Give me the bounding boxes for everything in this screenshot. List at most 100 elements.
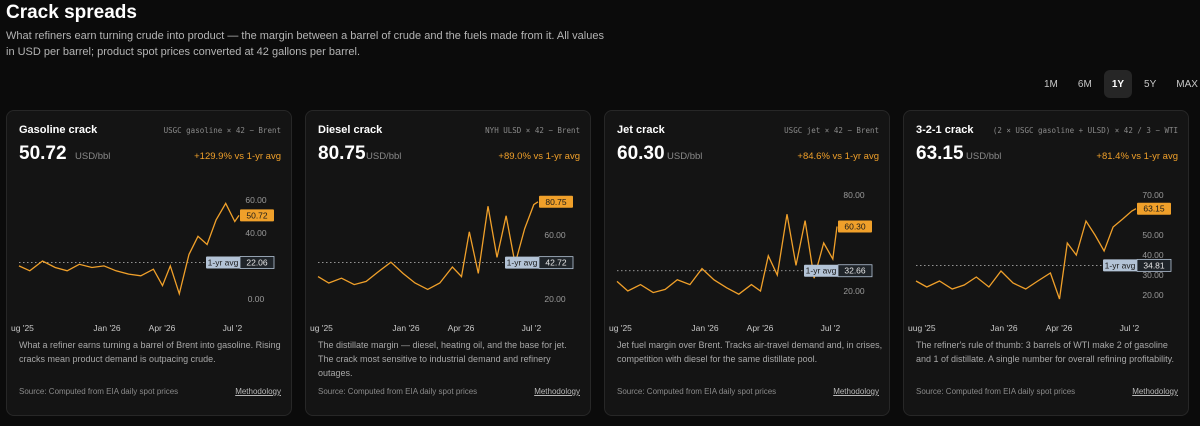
average-tag: 1-yr avg 42.72 — [505, 256, 574, 270]
card-unit: USD/bbl — [75, 151, 111, 162]
x-tick-label: Jul '2 — [223, 323, 243, 333]
card-title: Diesel crack — [318, 124, 383, 136]
line-chart: 20.00 80.00 ug '25 Jan '26 Apr '26 Jul '2 1-y… — [609, 190, 873, 333]
card-value: 60.30 — [617, 143, 665, 164]
card-description: The distillate margin — diesel, heating … — [318, 340, 567, 378]
y-tick-label: 40.00 — [1142, 250, 1164, 260]
x-tick-label: uug '25 — [908, 323, 936, 333]
card-formula: NYH ULSD × 42 − Brent — [485, 126, 580, 135]
card-source: Source: Computed from EIA daily spot pri… — [916, 387, 1076, 396]
series-line — [915, 208, 1137, 300]
card-unit: USD/bbl — [366, 151, 402, 162]
x-tick-label: Jul '2 — [1120, 323, 1140, 333]
line-chart: 20.00 30.00 40.00 50.00 70.00 uug '25 Jan '26 A… — [908, 190, 1172, 333]
current-value-label: 50.72 — [246, 210, 268, 220]
y-tick-label: 50.00 — [1142, 230, 1164, 240]
average-tag-value: 22.06 — [246, 258, 268, 268]
y-tick-label: 30.00 — [1142, 270, 1164, 280]
card-change: +129.9% vs 1-yr avg — [194, 151, 281, 162]
range-selector: 1M 6M 1Y 5Y MAX — [1036, 70, 1200, 98]
card-diesel-crack: Diesel crack NYH ULSD × 42 − Brent 80.75… — [305, 110, 591, 416]
current-value-tag: 80.75 — [539, 195, 573, 208]
y-tick-label: 60.00 — [245, 195, 267, 205]
y-tick-label: 20.00 — [544, 294, 566, 304]
card-title: Gasoline crack — [19, 124, 98, 136]
page-title: Crack spreads — [6, 2, 137, 23]
current-value-tag: 60.30 — [838, 220, 872, 233]
current-value-label: 60.30 — [844, 222, 866, 232]
methodology-link[interactable]: Methodology — [1132, 387, 1178, 396]
x-tick-label: Jan '26 — [93, 323, 120, 333]
card-title: Jet crack — [617, 124, 665, 136]
x-tick-label: Apr '26 — [1046, 323, 1073, 333]
x-tick-label: Jan '26 — [392, 323, 419, 333]
range-6m-button[interactable]: 6M — [1070, 70, 1100, 98]
y-tick-label: 40.00 — [245, 228, 267, 238]
average-tag: 1-yr avg 22.06 — [206, 256, 275, 269]
card-value: 80.75 — [318, 143, 366, 164]
average-tag-label: 1-yr avg — [208, 258, 239, 268]
card-description: Jet fuel margin over Brent. Tracks air-t… — [617, 340, 883, 364]
x-tick-label: Jul '2 — [821, 323, 841, 333]
average-tag-value: 42.72 — [545, 258, 567, 268]
card-321-crack: 3-2-1 crack (2 × USGC gasoline + ULSD) ×… — [903, 110, 1189, 416]
card-source: Source: Computed from EIA daily spot pri… — [617, 387, 777, 396]
y-tick-label: 80.00 — [843, 190, 865, 200]
range-max-button[interactable]: MAX — [1168, 70, 1200, 98]
y-tick-label: 60.00 — [544, 230, 566, 240]
card-value: 50.72 — [19, 143, 67, 164]
average-tag-value: 34.81 — [1143, 260, 1165, 270]
x-tick-label: Apr '26 — [448, 323, 475, 333]
current-value-tag: 50.72 — [240, 209, 274, 222]
card-description: The refiner's rule of thumb: 3 barrels o… — [916, 340, 1174, 364]
card-description: What a refiner earns turning a barrel of… — [19, 340, 281, 364]
y-tick-label: 0.00 — [248, 294, 265, 304]
range-1m-button[interactable]: 1M — [1036, 70, 1066, 98]
average-tag-label: 1-yr avg — [806, 266, 837, 276]
card-change: +81.4% vs 1-yr avg — [1096, 151, 1178, 162]
x-tick-label: ug '25 — [310, 323, 333, 333]
card-change: +89.0% vs 1-yr avg — [498, 151, 580, 162]
line-chart: 20.00 60.00 ug '25 Jan '26 Apr '26 Jul '2 1-y… — [310, 195, 574, 333]
series-line — [18, 202, 240, 297]
average-tag: 1-yr avg 32.66 — [804, 264, 873, 278]
x-tick-label: ug '25 — [609, 323, 632, 333]
card-source: Source: Computed from EIA daily spot pri… — [19, 387, 179, 396]
current-value-label: 80.75 — [545, 197, 567, 207]
card-change: +84.6% vs 1-yr avg — [797, 151, 879, 162]
x-tick-label: Jul '2 — [522, 323, 542, 333]
methodology-link[interactable]: Methodology — [534, 387, 580, 396]
average-tag-label: 1-yr avg — [1105, 260, 1136, 270]
card-formula: USGC gasoline × 42 − Brent — [163, 126, 281, 135]
card-formula: USGC jet × 42 − Brent — [784, 126, 879, 135]
current-value-tag: 63.15 — [1137, 202, 1171, 215]
card-value: 63.15 — [916, 143, 964, 164]
card-unit: USD/bbl — [667, 151, 703, 162]
x-tick-label: Apr '26 — [747, 323, 774, 333]
current-value-label: 63.15 — [1143, 204, 1165, 214]
y-tick-label: 20.00 — [843, 286, 865, 296]
x-tick-label: Jan '26 — [691, 323, 718, 333]
card-jet-crack: Jet crack USGC jet × 42 − Brent 60.30 US… — [604, 110, 890, 416]
card-title: 3-2-1 crack — [916, 124, 974, 136]
page-description: What refiners earn turning crude into pr… — [6, 30, 604, 58]
x-tick-label: Jan '26 — [990, 323, 1017, 333]
range-5y-button[interactable]: 5Y — [1136, 70, 1164, 98]
average-tag-value: 32.66 — [844, 266, 866, 276]
y-tick-label: 70.00 — [1142, 190, 1164, 200]
y-tick-label: 20.00 — [1142, 290, 1164, 300]
methodology-link[interactable]: Methodology — [235, 387, 281, 396]
line-chart: 0.00 40.00 60.00 ug '25 Jan '26 Apr '26 Jul '2… — [11, 195, 275, 333]
series-line — [317, 201, 539, 291]
x-tick-label: Apr '26 — [149, 323, 176, 333]
card-gasoline-crack: Gasoline crack USGC gasoline × 42 − Bren… — [6, 110, 292, 416]
average-tag: 1-yr avg 34.81 — [1103, 258, 1172, 272]
range-1y-button[interactable]: 1Y — [1103, 70, 1133, 98]
card-formula: (2 × USGC gasoline + ULSD) × 42 / 3 − WT… — [992, 126, 1178, 135]
card-source: Source: Computed from EIA daily spot pri… — [318, 387, 478, 396]
average-tag-label: 1-yr avg — [507, 258, 538, 268]
series-line — [616, 214, 838, 295]
methodology-link[interactable]: Methodology — [833, 387, 879, 396]
card-unit: USD/bbl — [966, 151, 1002, 162]
x-tick-label: ug '25 — [11, 323, 34, 333]
